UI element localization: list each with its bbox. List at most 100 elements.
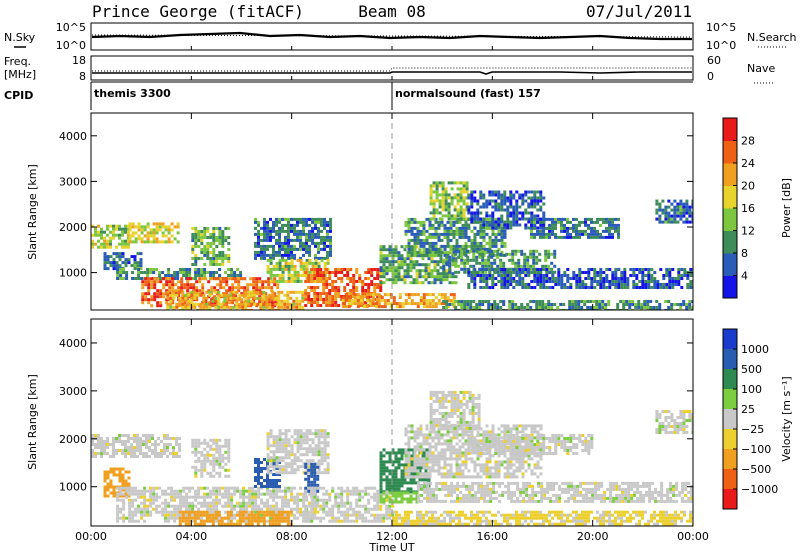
power-cell	[284, 267, 288, 271]
power-cell	[203, 245, 207, 248]
velocity-cell	[167, 516, 171, 520]
velocity-cell	[199, 513, 203, 517]
velocity-cell	[296, 432, 300, 436]
power-cell	[283, 299, 287, 303]
velocity-cell	[251, 486, 255, 490]
power-cell	[323, 247, 326, 251]
power-cell	[230, 274, 234, 277]
velocity-cell	[128, 513, 132, 517]
power-cell	[560, 235, 563, 239]
velocity-cell	[115, 473, 119, 477]
power-cell	[272, 220, 275, 224]
velocity-cell	[266, 479, 269, 482]
power-cell	[509, 271, 513, 274]
power-cell	[493, 258, 497, 262]
velocity-cell	[206, 486, 210, 490]
velocity-cell	[250, 516, 254, 520]
velocity-cell	[100, 443, 103, 446]
power-cell	[542, 268, 546, 271]
velocity-cell	[97, 452, 100, 455]
power-cell	[446, 229, 450, 233]
power-cell	[257, 232, 260, 236]
power-cell	[209, 236, 213, 239]
power-cell	[551, 217, 554, 221]
velocity-cell	[236, 504, 240, 508]
velocity-cell	[317, 453, 321, 457]
velocity-cell	[226, 510, 230, 514]
power-cell	[470, 277, 474, 280]
power-cell	[310, 301, 314, 304]
power-cell	[225, 301, 229, 305]
velocity-cell	[212, 456, 216, 460]
power-cell	[632, 274, 636, 277]
power-cell	[191, 263, 195, 266]
power-cell	[548, 232, 551, 236]
power-cell	[416, 229, 420, 233]
power-cell	[340, 298, 344, 301]
power-cell	[112, 236, 115, 240]
power-cell	[329, 244, 332, 248]
power-cell	[467, 268, 471, 271]
velocity-cell	[115, 440, 118, 443]
power-cell	[394, 245, 398, 249]
velocity-cell	[284, 468, 288, 472]
power-cell	[112, 227, 115, 231]
power-cell	[434, 232, 438, 236]
power-cell	[122, 277, 126, 280]
power-cell	[550, 267, 554, 271]
power-cell	[289, 305, 293, 309]
power-cell	[230, 268, 234, 271]
power-cell	[506, 211, 510, 215]
power-cell	[320, 220, 323, 224]
power-cell	[572, 235, 575, 239]
power-cell	[536, 217, 539, 221]
power-cell	[494, 241, 498, 245]
velocity-cell	[128, 489, 132, 493]
power-cell	[218, 230, 222, 233]
power-cell	[337, 295, 341, 298]
velocity-cell	[196, 513, 200, 517]
power-cell	[350, 299, 354, 303]
velocity-cell	[320, 429, 324, 433]
power-cell	[544, 258, 548, 262]
velocity-cell	[260, 461, 263, 464]
power-cell	[614, 268, 618, 271]
power-cell	[553, 249, 557, 253]
power-cell	[137, 274, 141, 277]
power-cell	[128, 225, 132, 229]
velocity-cell	[209, 507, 213, 511]
power-cell	[560, 229, 563, 233]
power-cell	[140, 240, 144, 244]
power-cell	[316, 295, 320, 298]
power-cell	[155, 222, 159, 226]
power-cell	[470, 244, 474, 248]
velocity-cell	[178, 522, 182, 526]
velocity-cell	[134, 492, 138, 496]
velocity-cell	[131, 510, 135, 514]
power-cell	[430, 269, 434, 273]
power-cell	[650, 286, 654, 289]
power-cell	[379, 260, 383, 264]
power-cell	[186, 283, 190, 287]
power-cell	[500, 274, 504, 277]
power-cell	[176, 271, 180, 274]
power-cell	[602, 280, 606, 283]
velocity-cell	[278, 465, 282, 469]
power-cell	[440, 217, 444, 221]
power-cell	[267, 280, 271, 284]
power-cell	[432, 214, 436, 218]
power-cell	[500, 214, 504, 218]
power-cell	[139, 264, 143, 268]
power-cell	[287, 279, 291, 283]
power-cell	[377, 296, 381, 300]
power-cell	[177, 289, 181, 293]
velocity-cell	[197, 441, 201, 445]
power-cell	[311, 238, 314, 242]
velocity-cell	[106, 473, 110, 477]
power-cell	[185, 274, 189, 277]
power-cell	[512, 196, 516, 200]
power-cell	[451, 281, 455, 285]
power-cell	[419, 229, 423, 233]
power-cell	[460, 300, 464, 303]
power-cell	[421, 275, 425, 279]
